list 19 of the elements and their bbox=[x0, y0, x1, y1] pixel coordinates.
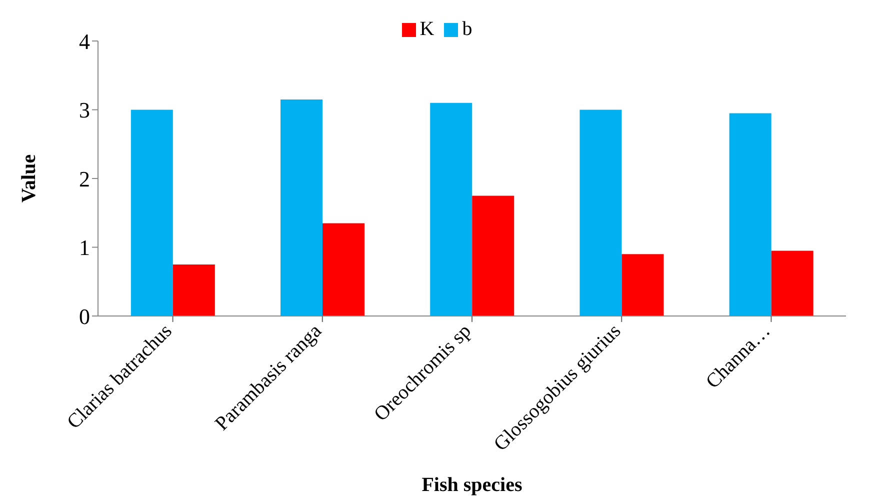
y-tick-label: 0 bbox=[79, 304, 90, 329]
bar bbox=[280, 99, 323, 316]
bar bbox=[130, 110, 173, 316]
bar bbox=[472, 196, 514, 316]
legend-label: b bbox=[462, 18, 472, 40]
y-tick-label: 1 bbox=[79, 235, 90, 260]
bar bbox=[622, 254, 664, 316]
bar bbox=[771, 250, 814, 316]
bar bbox=[729, 113, 772, 316]
y-axis-title: Value bbox=[18, 154, 40, 203]
bar bbox=[322, 223, 365, 316]
y-tick-label: 3 bbox=[79, 98, 90, 123]
y-tick-label: 2 bbox=[79, 166, 90, 192]
bar bbox=[430, 102, 472, 316]
bar bbox=[172, 264, 215, 316]
x-axis-title: Fish species bbox=[422, 474, 522, 496]
y-tick-label: 4 bbox=[79, 28, 90, 54]
legend-label: K bbox=[420, 18, 434, 40]
bar bbox=[580, 110, 622, 316]
